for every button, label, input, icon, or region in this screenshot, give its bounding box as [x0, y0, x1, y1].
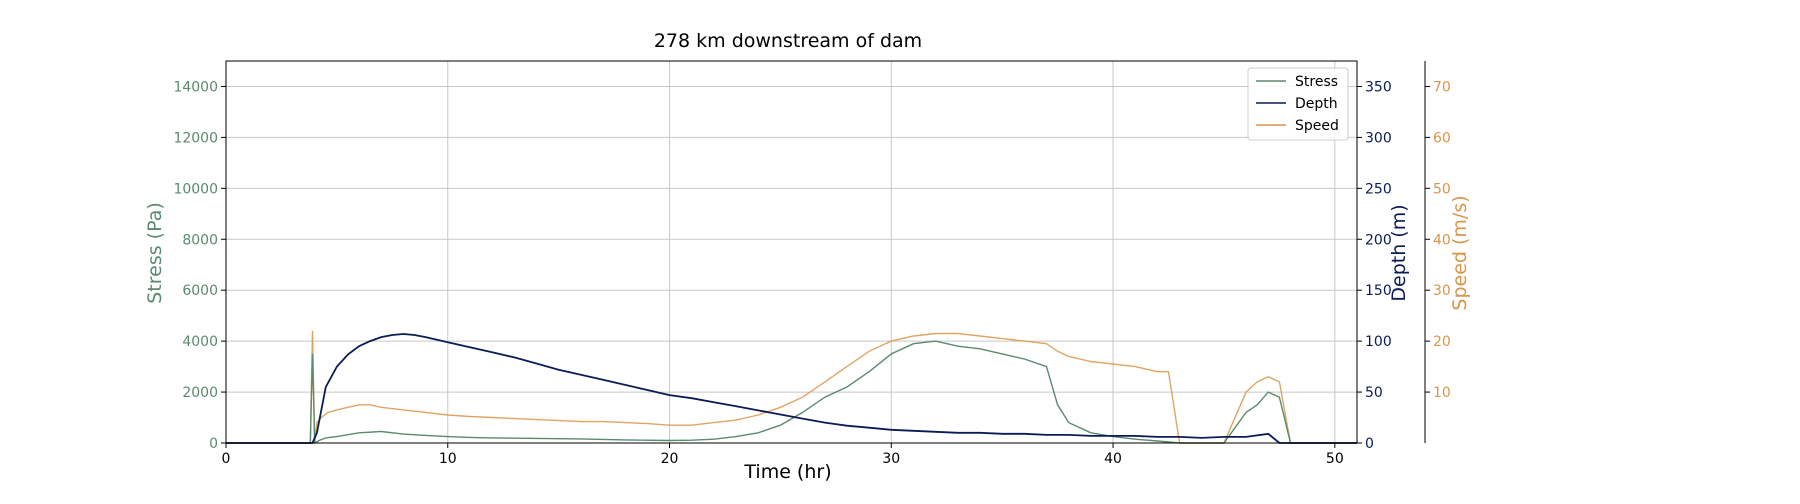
stress-tick-label: 10000: [173, 181, 218, 197]
stress-tick-label: 8000: [182, 232, 218, 248]
x-tick-label: 20: [661, 451, 679, 467]
legend-label-depth: Depth: [1295, 96, 1338, 112]
x-tick-label: 50: [1326, 451, 1344, 467]
depth-tick-label: 100: [1365, 334, 1392, 350]
stress-tick-label: 4000: [182, 334, 218, 350]
depth-tick-label: 0: [1365, 436, 1374, 452]
speed-tick-label: 30: [1433, 283, 1451, 299]
x-axis-label: Time (hr): [743, 461, 831, 483]
depth-tick-label: 50: [1365, 385, 1383, 401]
x-tick-label: 10: [439, 451, 457, 467]
depth-tick-label: 150: [1365, 283, 1392, 299]
depth-tick-label: 200: [1365, 232, 1392, 248]
stress-tick-label: 14000: [173, 79, 218, 95]
x-tick-label: 0: [222, 451, 231, 467]
grid: [225, 61, 1357, 444]
stress-tick-label: 6000: [182, 283, 218, 299]
depth-axis: 0 50 100 150 200 250 300 350: [1357, 79, 1392, 452]
x-tick-label: 40: [1104, 451, 1122, 467]
speed-axis-label: Speed (m/s): [1449, 195, 1471, 310]
series-line-speed: [226, 330, 1357, 444]
stress-tick-label: 0: [209, 436, 218, 452]
plot-frame: [225, 60, 1358, 444]
depth-tick-label: 350: [1365, 79, 1392, 95]
legend-label-stress: Stress: [1295, 74, 1338, 90]
depth-tick-label: 250: [1365, 181, 1392, 197]
stress-axis-label: Stress (Pa): [144, 202, 166, 304]
speed-tick-label: 10: [1433, 385, 1451, 401]
series-line-depth: [226, 333, 1357, 444]
speed-tick-label: 40: [1433, 232, 1451, 248]
x-tick-label: 30: [882, 451, 900, 467]
speed-tick-label: 60: [1433, 130, 1451, 146]
stress-axis: 0 2000 4000 6000 8000 10000 12000 14000: [173, 79, 226, 452]
x-axis: 0 10 20 30 40 50: [222, 443, 1344, 467]
legend: Stress Depth Speed: [1247, 67, 1349, 141]
chart-title: 278 km downstream of dam: [654, 30, 922, 52]
legend-label-speed: Speed: [1295, 118, 1339, 134]
stress-tick-label: 12000: [173, 130, 218, 146]
stress-tick-label: 2000: [182, 385, 218, 401]
series-layer: [226, 330, 1357, 445]
speed-tick-label: 20: [1433, 334, 1451, 350]
speed-axis: 10 20 30 40 50 60 70: [1424, 61, 1451, 443]
legend-box: [1247, 67, 1349, 141]
depth-axis-label: Depth (m): [1388, 204, 1410, 301]
speed-tick-label: 70: [1433, 79, 1451, 95]
depth-tick-label: 300: [1365, 130, 1392, 146]
speed-tick-label: 50: [1433, 181, 1451, 197]
